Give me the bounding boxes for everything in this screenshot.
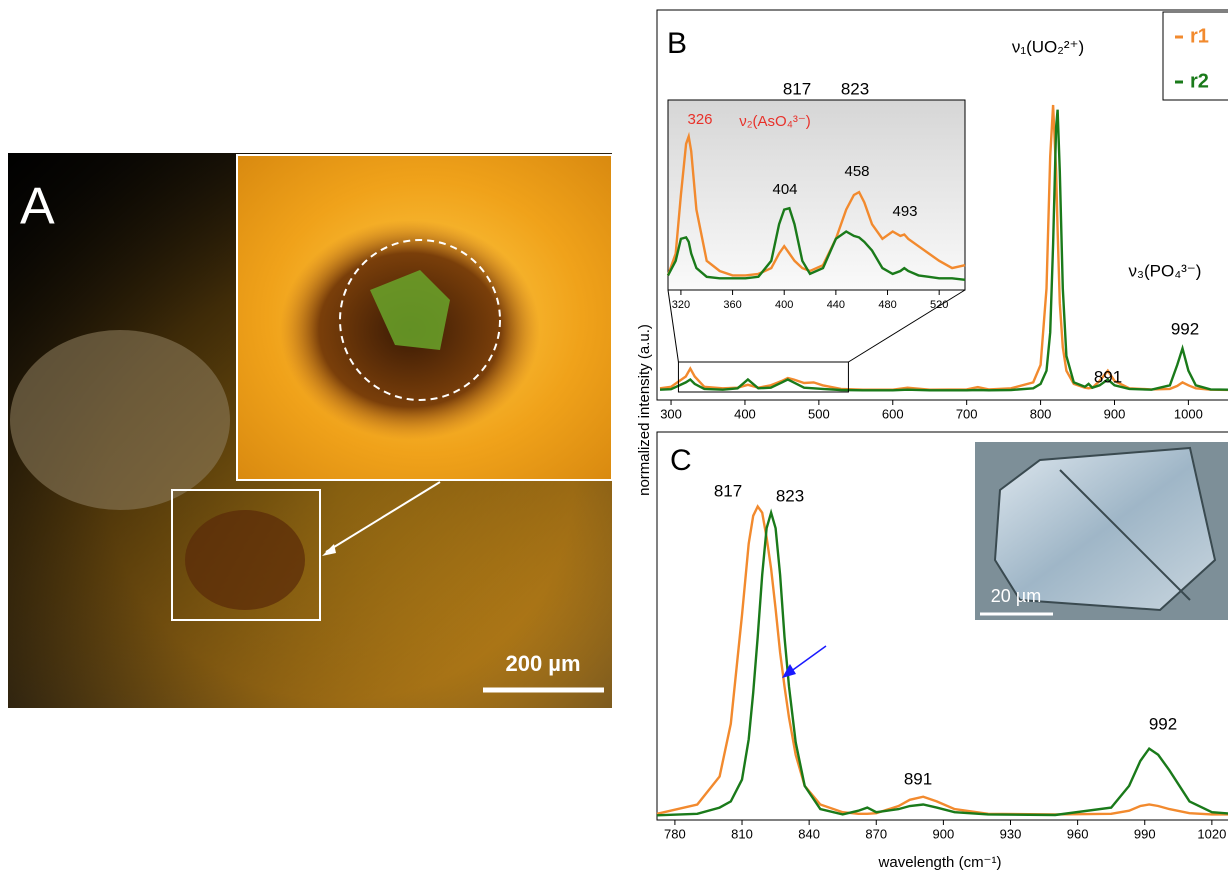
peak-label: 493	[892, 203, 917, 220]
x-tick-label: 600	[882, 406, 904, 421]
peak-label: 404	[772, 181, 797, 198]
x-axis-label: wavelength (cm⁻¹)	[878, 854, 1002, 871]
x-tick-label: 400	[734, 406, 756, 421]
peak-label: 823	[841, 79, 869, 98]
x-tick-label: 800	[1030, 406, 1052, 421]
figure: A 200 µm 20 µm 300 400 500 600 700 800 900 1000…	[0, 0, 1228, 875]
rock-hole	[185, 510, 305, 610]
peak-label: 992	[1171, 319, 1199, 338]
y-axis-label: normalized intensity (a.u.)	[636, 324, 653, 496]
x-tick-label: 810	[731, 826, 753, 841]
x-tick-label: 1000	[1174, 406, 1203, 421]
x-tick-label: 440	[827, 299, 845, 311]
x-tick-label: 900	[933, 826, 955, 841]
panel-label: A	[20, 178, 55, 236]
peak-label: ν₃(PO₄³⁻)	[1129, 261, 1202, 280]
x-tick-label: 840	[798, 826, 820, 841]
x-tick-label: 960	[1067, 826, 1089, 841]
x-tick-label: 520	[930, 299, 948, 311]
peak-label: 891	[1094, 367, 1122, 386]
blue-arrow	[790, 646, 826, 672]
x-tick-label: 990	[1134, 826, 1156, 841]
peak-label: ν₁(UO₂²⁺)	[1012, 37, 1084, 56]
x-tick-label: 320	[672, 299, 690, 311]
peak-label: 817	[783, 79, 811, 98]
panel-label: C	[670, 444, 692, 477]
page: A 200 µm 20 µm 300 400 500 600 700 800 900 1000…	[0, 0, 1228, 875]
rock-blur	[10, 330, 230, 510]
charts: 300 400 500 600 700 800 900 1000 817 823 ν₁(UO₂²⁺)…	[657, 10, 1228, 841]
scale-label: 200 µm	[505, 651, 580, 676]
x-tick-label: 1020	[1197, 826, 1226, 841]
peak-label: 891	[904, 769, 932, 788]
scale-label-c: 20 µm	[991, 586, 1041, 606]
x-tick-label: 780	[664, 826, 686, 841]
x-tick-label: 360	[723, 299, 741, 311]
x-tick-label: 900	[1104, 406, 1126, 421]
x-tick-label: 300	[660, 406, 682, 421]
x-tick-label: 400	[775, 299, 793, 311]
x-tick-label: 700	[956, 406, 978, 421]
peak-label: 458	[844, 163, 869, 180]
x-tick-label: 930	[1000, 826, 1022, 841]
legend-label: r1	[1190, 25, 1209, 47]
x-tick-label: 480	[878, 299, 896, 311]
x-tick-label: 870	[865, 826, 887, 841]
peak-label: 326	[687, 111, 712, 128]
legend-label: r2	[1190, 70, 1209, 92]
plot-frame	[668, 100, 965, 290]
peak-label: 817	[714, 481, 742, 500]
x-tick-label: 500	[808, 406, 830, 421]
blue-arrow-head	[782, 664, 796, 678]
peak-label: 823	[776, 486, 804, 505]
panel-label: B	[667, 27, 687, 60]
peak-label: ν₂(AsO₄³⁻)	[739, 113, 811, 130]
peak-label: 992	[1149, 714, 1177, 733]
